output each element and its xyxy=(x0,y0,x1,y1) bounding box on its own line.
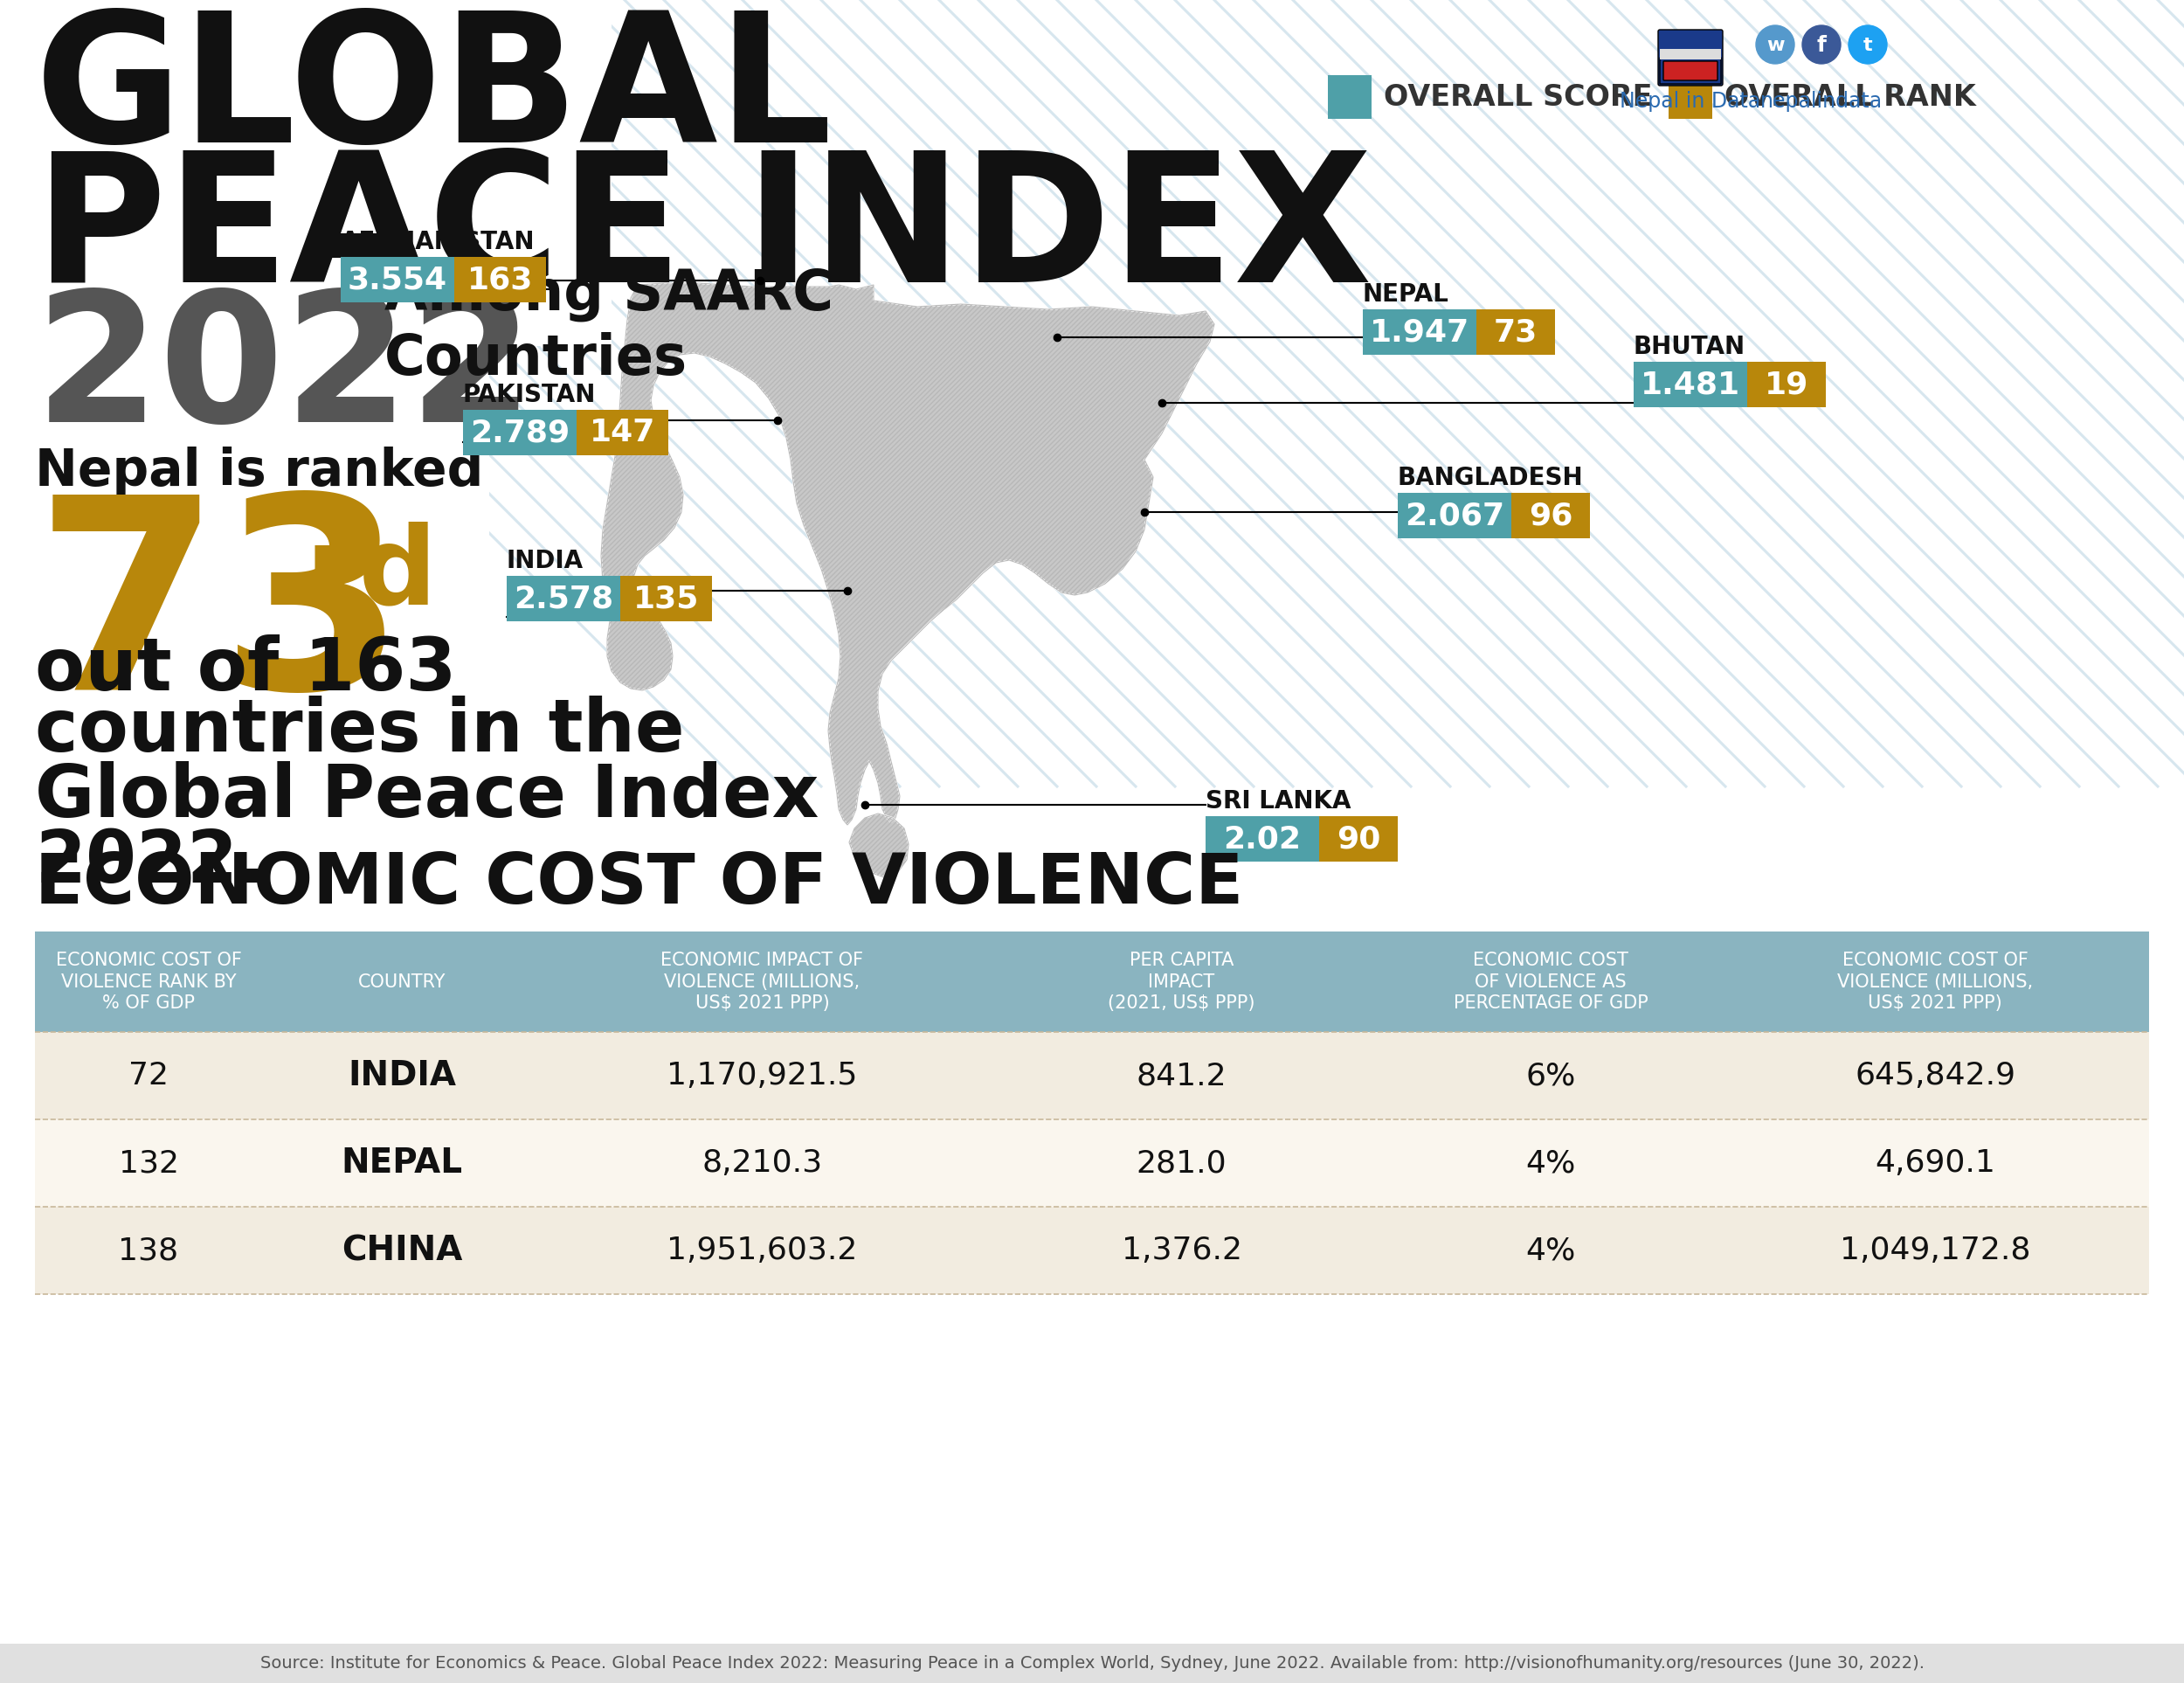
Bar xyxy=(463,411,577,456)
Text: 4,690.1: 4,690.1 xyxy=(1874,1148,1996,1178)
Text: 8,210.3: 8,210.3 xyxy=(701,1148,823,1178)
Text: 1,376.2: 1,376.2 xyxy=(1120,1235,1243,1266)
Bar xyxy=(0,0,489,547)
FancyBboxPatch shape xyxy=(1664,61,1717,81)
Bar xyxy=(577,411,668,456)
Text: PER CAPITA
IMPACT
(2021, US$ PPP): PER CAPITA IMPACT (2021, US$ PPP) xyxy=(1107,951,1256,1011)
Text: 96: 96 xyxy=(1529,502,1572,530)
Text: SRI LANKA: SRI LANKA xyxy=(1206,789,1352,813)
Bar xyxy=(1747,362,1826,407)
Bar xyxy=(1660,49,1721,59)
Text: countries in the: countries in the xyxy=(35,695,684,766)
Text: 2022: 2022 xyxy=(35,284,535,459)
Text: t: t xyxy=(1863,37,1872,54)
Bar xyxy=(1511,493,1590,539)
Text: ECONOMIC COST OF
VIOLENCE (MILLIONS,
US$ 2021 PPP): ECONOMIC COST OF VIOLENCE (MILLIONS, US$… xyxy=(1837,951,2033,1011)
Text: 90: 90 xyxy=(1337,825,1380,853)
Text: 19: 19 xyxy=(1765,370,1808,399)
Bar xyxy=(35,1032,2149,1119)
Bar xyxy=(0,241,612,347)
Bar xyxy=(1634,362,1747,407)
Bar xyxy=(620,576,712,621)
Text: 1.481: 1.481 xyxy=(1640,370,1741,399)
Text: ECONOMIC IMPACT OF
VIOLENCE (MILLIONS,
US$ 2021 PPP): ECONOMIC IMPACT OF VIOLENCE (MILLIONS, U… xyxy=(662,951,863,1011)
Text: 1.947: 1.947 xyxy=(1369,316,1470,347)
Text: 138: 138 xyxy=(118,1235,179,1266)
Bar xyxy=(35,1119,2149,1207)
Bar xyxy=(341,257,454,303)
Text: 135: 135 xyxy=(633,584,699,613)
Text: 72: 72 xyxy=(129,1060,168,1091)
Text: 73: 73 xyxy=(35,486,406,746)
Text: 841.2: 841.2 xyxy=(1136,1060,1227,1091)
Text: Source: Institute for Economics & Peace. Global Peace Index 2022: Measuring Peac: Source: Institute for Economics & Peace.… xyxy=(260,1654,1924,1671)
Bar xyxy=(454,257,546,303)
Text: nepalindata: nepalindata xyxy=(1760,91,1883,111)
Text: PEACE INDEX: PEACE INDEX xyxy=(35,145,1372,320)
Bar xyxy=(1328,76,1372,119)
Bar xyxy=(0,0,612,241)
Text: Among SAARC
Countries: Among SAARC Countries xyxy=(384,268,834,387)
Text: rd: rd xyxy=(306,520,437,626)
Bar xyxy=(1398,493,1511,539)
Bar xyxy=(0,1644,2184,1683)
Text: 2022.: 2022. xyxy=(35,826,264,897)
Text: 2.067: 2.067 xyxy=(1404,502,1505,530)
Text: 645,842.9: 645,842.9 xyxy=(1854,1060,2016,1091)
Polygon shape xyxy=(850,813,909,877)
Circle shape xyxy=(1848,25,1887,64)
Text: Nepal in Data: Nepal in Data xyxy=(1621,91,1760,111)
Text: 2.02: 2.02 xyxy=(1223,825,1302,853)
FancyBboxPatch shape xyxy=(1660,57,1721,84)
Text: CHINA: CHINA xyxy=(341,1234,463,1267)
Text: 132: 132 xyxy=(118,1148,179,1178)
Text: 1,170,921.5: 1,170,921.5 xyxy=(666,1060,858,1091)
Bar xyxy=(1319,816,1398,862)
Text: NEPAL: NEPAL xyxy=(341,1146,463,1180)
Text: OVERALL RANK: OVERALL RANK xyxy=(1725,82,1977,111)
Text: BANGLADESH: BANGLADESH xyxy=(1398,466,1583,490)
Bar xyxy=(35,1207,2149,1294)
Text: out of 163: out of 163 xyxy=(35,634,456,705)
FancyBboxPatch shape xyxy=(1658,30,1723,86)
Text: 4%: 4% xyxy=(1527,1235,1575,1266)
Text: Global Peace Index: Global Peace Index xyxy=(35,761,819,831)
Text: 1,951,603.2: 1,951,603.2 xyxy=(666,1235,858,1266)
Text: ECONOMIC COST OF VIOLENCE: ECONOMIC COST OF VIOLENCE xyxy=(35,850,1243,919)
Text: ECONOMIC COST OF
VIOLENCE RANK BY
% OF GDP: ECONOMIC COST OF VIOLENCE RANK BY % OF G… xyxy=(55,951,242,1011)
Text: OVERALL SCORE: OVERALL SCORE xyxy=(1385,82,1653,111)
Text: 281.0: 281.0 xyxy=(1136,1148,1227,1178)
Text: 2.578: 2.578 xyxy=(513,584,614,613)
Bar xyxy=(1669,76,1712,119)
Text: w: w xyxy=(1767,37,1784,54)
Text: 2.789: 2.789 xyxy=(470,417,570,448)
Text: 3.554: 3.554 xyxy=(347,264,448,295)
Text: Nepal is ranked: Nepal is ranked xyxy=(35,446,483,496)
Text: NEPAL: NEPAL xyxy=(1363,283,1450,306)
Bar xyxy=(1206,816,1319,862)
Text: AFGHANISTAN: AFGHANISTAN xyxy=(341,231,535,254)
Text: PAKISTAN: PAKISTAN xyxy=(463,382,596,407)
Bar xyxy=(35,931,2149,1032)
Text: GLOBAL: GLOBAL xyxy=(35,5,832,180)
Circle shape xyxy=(1802,25,1841,64)
Text: 147: 147 xyxy=(590,417,655,448)
Text: ECONOMIC COST
OF VIOLENCE AS
PERCENTAGE OF GDP: ECONOMIC COST OF VIOLENCE AS PERCENTAGE … xyxy=(1452,951,1649,1011)
Circle shape xyxy=(1756,25,1795,64)
Text: INDIA: INDIA xyxy=(347,1059,456,1092)
Polygon shape xyxy=(601,283,1214,825)
Text: 4%: 4% xyxy=(1527,1148,1575,1178)
Bar xyxy=(1476,310,1555,355)
Bar xyxy=(507,576,620,621)
Text: f: f xyxy=(1817,35,1826,56)
Text: 1,049,172.8: 1,049,172.8 xyxy=(1839,1235,2031,1266)
Text: COUNTRY: COUNTRY xyxy=(358,973,446,991)
Text: INDIA: INDIA xyxy=(507,549,583,574)
Text: 163: 163 xyxy=(467,264,533,295)
Bar xyxy=(1363,310,1476,355)
Text: 73: 73 xyxy=(1494,316,1538,347)
Text: 6%: 6% xyxy=(1527,1060,1575,1091)
Text: BHUTAN: BHUTAN xyxy=(1634,335,1745,358)
